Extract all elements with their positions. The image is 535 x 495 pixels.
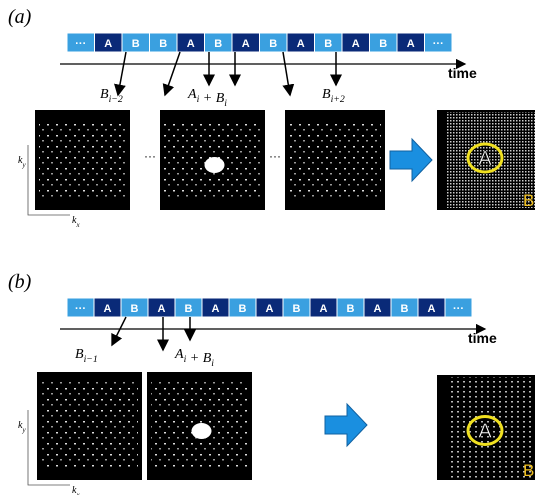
blue-arrow [390, 139, 432, 181]
sequence-text: B [269, 38, 277, 50]
ellipsis: ··· [144, 149, 156, 163]
time-label: time [468, 330, 497, 346]
sequence-text: ··· [433, 38, 444, 50]
sequence-text: A [104, 303, 112, 315]
panel-label: (b) [8, 271, 32, 293]
label-main: + B [186, 351, 211, 366]
mri-dots [289, 120, 381, 200]
sequence-text: A [104, 38, 112, 50]
mri-dots [41, 382, 138, 470]
sequence-text: B [159, 38, 167, 50]
frame-label: Ai + Bi [187, 87, 227, 109]
label-sub: i−1 [84, 354, 98, 365]
acquisition-arrow [112, 317, 126, 345]
sequence-text: B [214, 38, 222, 50]
acquisition-arrow [118, 52, 126, 95]
sequence-text: A [320, 303, 328, 315]
sequence-text: A [428, 303, 436, 315]
sequence-text: A [242, 38, 250, 50]
sequence-text: A [187, 38, 195, 50]
label-main: A [174, 347, 184, 362]
sequence-text: B [324, 38, 332, 50]
label-sub: x [75, 221, 80, 229]
blue-arrow [325, 404, 367, 446]
sequence-text: B [132, 38, 140, 50]
sequence-text: B [185, 303, 193, 315]
acquisition-arrow [165, 52, 180, 95]
sequence-text: ··· [453, 303, 464, 315]
label-sub: i+2 [331, 94, 345, 105]
sequence-text: A [158, 303, 166, 315]
kx-label: kx [72, 215, 80, 229]
label-sub: y [21, 161, 26, 169]
label-sub: y [21, 426, 26, 434]
sequence-text: A [374, 303, 382, 315]
bright-spot [192, 423, 212, 439]
sequence-text: A [212, 303, 220, 315]
corner-letter: B [523, 191, 534, 210]
label-sub: i [211, 358, 214, 369]
ellipsis: ··· [269, 149, 281, 163]
sequence-text: B [379, 38, 387, 50]
figure: (a)···ABBABABABABA···timeBi−2Ai + BiBi+2… [0, 0, 535, 495]
bright-spot [205, 157, 225, 173]
sequence-text: A [266, 303, 274, 315]
label-sub: x [75, 491, 80, 495]
corner-letter: B [523, 461, 534, 480]
sequence-text: B [401, 303, 409, 315]
sequence-text: B [293, 303, 301, 315]
sequence-text: A [297, 38, 305, 50]
label-sub: i [224, 98, 227, 109]
acquisition-arrow [283, 52, 290, 95]
frame-label: Bi+2 [322, 87, 345, 105]
sequence-text: B [347, 303, 355, 315]
frame-label: Ai + Bi [174, 347, 214, 369]
ky-label: ky [18, 155, 26, 169]
panel-label: (a) [8, 6, 32, 28]
kx-label: kx [72, 485, 80, 495]
frame-label: Bi−1 [75, 347, 98, 365]
sequence-text: A [407, 38, 415, 50]
sequence-text: B [131, 303, 139, 315]
time-label: time [448, 65, 477, 81]
label-main: A [187, 87, 197, 102]
sequence-text: ··· [75, 303, 86, 315]
label-main: + B [199, 91, 224, 106]
sequence-text: A [352, 38, 360, 50]
label-sub: i−2 [109, 94, 123, 105]
mri-dots [39, 120, 126, 200]
circle-letter: A [478, 421, 492, 443]
sequence-text: B [239, 303, 247, 315]
circle-letter: A [478, 148, 492, 170]
sequence-text: ··· [75, 38, 86, 50]
ky-label: ky [18, 420, 26, 434]
